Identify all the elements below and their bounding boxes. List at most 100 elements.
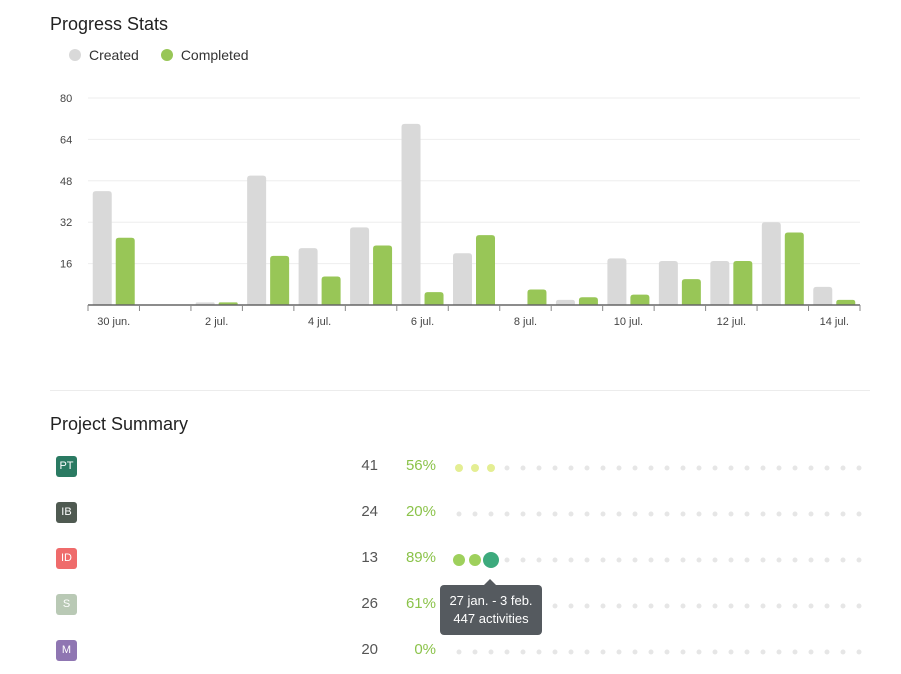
activity-dot (568, 511, 574, 517)
project-count: 13 (361, 549, 378, 566)
bar-created[interactable] (350, 227, 370, 305)
activity-dot (760, 603, 766, 609)
activity-dot (744, 557, 750, 563)
bar-completed[interactable] (424, 292, 444, 305)
bar-completed[interactable] (630, 294, 650, 305)
activity-dots (455, 464, 862, 472)
activity-dot (552, 465, 558, 471)
bar-completed[interactable] (321, 276, 341, 305)
bar-created[interactable] (813, 286, 833, 305)
bar-created[interactable] (298, 248, 318, 305)
project-summary-title: Project Summary (50, 414, 189, 434)
project-row[interactable]: S 26 61% (0, 594, 901, 624)
bar-created[interactable] (401, 123, 421, 305)
y-tick-label: 80 (60, 93, 72, 105)
bar-completed[interactable] (115, 237, 135, 305)
activity-dot (520, 465, 526, 471)
activity-dot (648, 603, 654, 609)
activity-dot (760, 465, 766, 471)
activity-dot (712, 557, 718, 563)
project-row[interactable]: IB 24 20% (0, 502, 901, 532)
bar-completed[interactable] (784, 232, 804, 305)
bar-created[interactable] (607, 258, 627, 305)
bar-completed[interactable] (527, 289, 547, 305)
bar-completed[interactable] (270, 255, 290, 305)
activity-dot (696, 511, 702, 517)
activity-dot (536, 465, 542, 471)
bar-completed[interactable] (681, 279, 701, 305)
activity-dot (584, 649, 590, 655)
bar-completed[interactable] (373, 245, 393, 305)
activity-dot[interactable] (487, 464, 495, 472)
activity-dot (840, 511, 846, 517)
bar-created[interactable] (453, 253, 472, 305)
activity-dot (632, 649, 638, 655)
bar-completed[interactable] (836, 299, 856, 305)
tooltip-range: 27 jan. - 3 feb. (449, 593, 533, 608)
activity-dot (552, 557, 558, 563)
activity-dot (536, 557, 542, 563)
bar-completed[interactable] (578, 297, 598, 305)
activity-dot (792, 603, 798, 609)
activity-dot (472, 649, 478, 655)
activity-dot (824, 603, 830, 609)
activity-dot (792, 557, 798, 563)
activity-dot (744, 603, 750, 609)
x-tick-label: 10 jul. (614, 316, 643, 328)
activity-dot (568, 603, 574, 609)
project-avatar[interactable]: IB (56, 502, 77, 523)
activity-dot[interactable] (471, 464, 479, 472)
project-percent: 0% (414, 641, 436, 658)
activity-dot (808, 511, 814, 517)
activity-dot (600, 603, 606, 609)
bar-created[interactable] (710, 261, 730, 305)
bar-created[interactable] (247, 175, 267, 305)
activity-dot (744, 649, 750, 655)
activity-dot (664, 557, 670, 563)
activity-dot (776, 649, 782, 655)
activity-dot (488, 511, 494, 517)
activity-dot (616, 557, 622, 563)
project-row[interactable]: M 20 0% (0, 640, 901, 670)
activity-dot[interactable] (455, 464, 463, 472)
activity-dot (808, 649, 814, 655)
activity-dot[interactable] (453, 554, 465, 566)
activity-dot (536, 511, 542, 517)
activity-dot (712, 465, 718, 471)
activity-dot (792, 511, 798, 517)
activity-dot (840, 603, 846, 609)
activity-dot (856, 465, 862, 471)
activity-dot[interactable] (469, 554, 481, 566)
activity-tooltip: 27 jan. - 3 feb. 447 activities (440, 579, 542, 635)
activity-dot (664, 465, 670, 471)
project-avatar[interactable]: ID (56, 548, 77, 569)
bar-completed[interactable] (476, 235, 495, 305)
bar-completed[interactable] (733, 261, 753, 305)
bar-created[interactable] (658, 261, 678, 305)
legend-label-completed: Completed (180, 47, 249, 63)
legend-item-created[interactable]: Created (69, 47, 139, 63)
project-row[interactable]: PT 41 56% (0, 456, 901, 486)
activity-dot (552, 603, 558, 609)
activity-dot (856, 511, 862, 517)
activity-dot (776, 465, 782, 471)
x-tick-label: 8 jul. (514, 316, 537, 328)
project-avatar[interactable]: S (56, 594, 77, 615)
project-avatar[interactable]: PT (56, 456, 77, 477)
activity-dot (840, 649, 846, 655)
activity-dot[interactable] (483, 552, 499, 568)
activity-dot (504, 557, 510, 563)
activity-dot (648, 465, 654, 471)
activity-dot (824, 465, 830, 471)
activity-dots (456, 511, 862, 517)
activity-dot (664, 649, 670, 655)
activity-dot (584, 603, 590, 609)
bar-created[interactable] (92, 191, 112, 305)
bar-created[interactable] (555, 299, 575, 305)
activity-dot (648, 511, 654, 517)
bar-created[interactable] (761, 222, 781, 305)
legend-item-completed[interactable]: Completed (160, 47, 249, 63)
x-tick-label: 14 jul. (820, 316, 849, 328)
project-row[interactable]: ID 13 89% (0, 548, 901, 578)
project-avatar[interactable]: M (56, 640, 77, 661)
